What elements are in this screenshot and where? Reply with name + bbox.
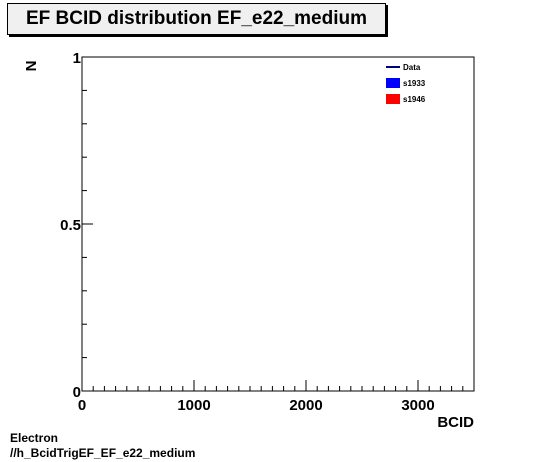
chart-title: EF BCID distribution EF_e22_medium xyxy=(26,8,367,29)
legend-entry-label: Data xyxy=(403,63,421,72)
legend-fill-swatch xyxy=(386,94,400,104)
y-tick-label: 1 xyxy=(73,50,81,67)
x-tick-label: 0 xyxy=(78,397,86,414)
x-axis-label: BCID xyxy=(437,414,474,431)
x-tick-label: 1000 xyxy=(177,397,210,414)
legend-fill-swatch xyxy=(386,78,400,88)
legend-entry-label: s1933 xyxy=(403,79,426,88)
chart-title-box: EF BCID distribution EF_e22_medium xyxy=(7,3,386,35)
x-tick-label: 3000 xyxy=(401,397,434,414)
y-axis-tick-labels: 00.51 xyxy=(60,50,81,401)
y-tick-label: 0 xyxy=(73,384,81,401)
y-tick-label: 0.5 xyxy=(60,217,81,234)
footer-category: Electron xyxy=(10,431,59,445)
x-tick-label: 2000 xyxy=(289,397,322,414)
x-axis-tick-labels: 0 1000 2000 3000 xyxy=(78,397,435,414)
plot-frame xyxy=(81,56,475,392)
legend-entry-label: s1946 xyxy=(403,95,426,104)
y-axis-label: N xyxy=(23,61,40,72)
y-axis-ticks xyxy=(82,56,93,392)
legend: Data s1933 s1946 xyxy=(386,63,426,104)
x-axis-ticks xyxy=(81,380,475,391)
footer-histogram-path: //h_BcidTrigEF_EF_e22_medium xyxy=(10,446,196,460)
